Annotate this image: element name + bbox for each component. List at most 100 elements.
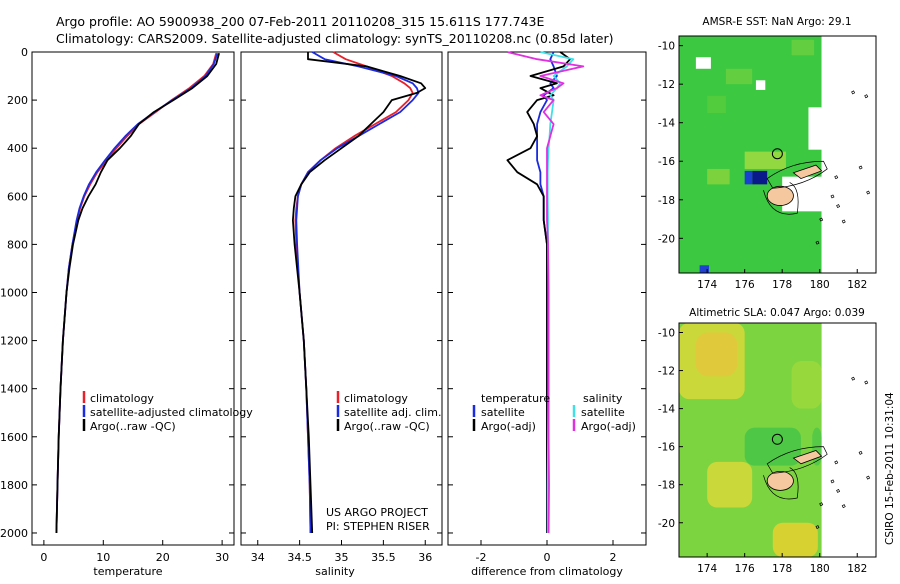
x-tick-label: -2 — [476, 551, 487, 564]
x-tick-label: 34 — [251, 551, 265, 564]
map-x-tick-label: 182 — [847, 563, 867, 575]
x-tick-label: 36 — [418, 551, 432, 564]
y-tick-label: 1600 — [0, 431, 28, 444]
map-x-tick-label: 178 — [772, 563, 792, 575]
sst-patch — [744, 151, 786, 169]
legend-label: Argo(-adj) — [481, 420, 536, 433]
sst-patch — [707, 168, 730, 185]
series-line-climatology — [294, 51, 414, 534]
x-tick-label: 35 — [335, 551, 349, 564]
map-y-tick-label: -16 — [658, 156, 675, 168]
map-y-tick-label: -12 — [658, 79, 675, 91]
map-x-tick-label: 180 — [810, 279, 830, 291]
legend-label: climatology — [344, 392, 408, 405]
map-x-tick-label: 180 — [810, 563, 830, 575]
islet — [836, 488, 841, 493]
y-tick-label: 1400 — [0, 383, 28, 396]
legend-label: Argo(..raw -QC) — [90, 420, 176, 433]
y-tick-label: 2000 — [0, 527, 28, 540]
reef-contour — [766, 446, 828, 474]
legend-label: satellite — [581, 406, 625, 419]
temperature-panel — [31, 51, 235, 546]
series-line-salinity-satellite — [540, 51, 575, 533]
legend-label: climatology — [90, 392, 154, 405]
pi-annotation: PI: STEPHEN RISER — [326, 520, 430, 533]
sla-patch — [707, 461, 753, 508]
x-tick-label: 2 — [610, 551, 617, 564]
legend-label: satellite — [481, 406, 525, 419]
legend-label: satellite-adjusted climatology — [90, 406, 253, 419]
project-annotation: US ARGO PROJECT — [326, 506, 428, 519]
map-frame — [678, 322, 877, 558]
island-vanua-levu — [792, 450, 823, 465]
islet — [851, 90, 856, 95]
y-tick-label: 1800 — [0, 479, 28, 492]
series-line-satellite-adj-clim- — [295, 51, 420, 534]
map-y-tick-label: -16 — [658, 442, 675, 454]
series-line-argo-raw-qc- — [55, 52, 220, 534]
sst-map-title: AMSR-E SST: NaN Argo: 29.1 — [702, 16, 851, 28]
island-viti-levu — [766, 470, 794, 491]
nan-gap — [821, 36, 878, 273]
islet — [815, 525, 820, 530]
series-line-satellite-adjusted-climatology — [55, 52, 219, 534]
salinity-panel — [240, 51, 443, 546]
sla-map: 174 176 178 180 182 -10 -12 -14 -16 -18 -20 — [658, 322, 877, 575]
islet — [834, 175, 839, 180]
x-tick-label: 10 — [96, 551, 110, 564]
islet — [858, 450, 863, 455]
series-line-argo-raw-qc- — [291, 52, 427, 534]
side-timestamp: CSIRO 15-Feb-2011 10:31:04 — [884, 392, 896, 545]
series-line-salinity-argo-adj- — [507, 51, 585, 534]
reef-contour — [763, 467, 799, 500]
map-y-tick-label: -12 — [658, 366, 675, 378]
temperature-xlabel: temperature — [93, 565, 162, 578]
legend-header-salinity: salinity — [583, 392, 623, 405]
legend-label: satellite adj. clim. — [344, 406, 441, 419]
map-y-tick-label: -14 — [658, 118, 675, 130]
x-tick-label: 34.5 — [287, 551, 312, 564]
x-tick-label: 35.5 — [371, 551, 396, 564]
map-y-tick-label: -10 — [658, 41, 675, 53]
island-viti-levu — [766, 185, 794, 206]
header-line1: Argo profile: AO 5900938_200 07-Feb-2011… — [56, 14, 544, 29]
x-tick-label: 30 — [215, 551, 229, 564]
map-x-tick-label: 178 — [772, 279, 792, 291]
y-tick-label: 400 — [7, 142, 28, 155]
x-tick-label: 20 — [156, 551, 170, 564]
islet — [851, 376, 856, 381]
map-y-tick-label: -20 — [658, 518, 675, 530]
float-marker — [771, 433, 783, 445]
difference-legend: temperature salinity satellite Argo(-adj… — [472, 392, 636, 433]
islet — [866, 190, 871, 195]
sst-patch — [725, 68, 753, 85]
plot-layer: 0 10 20 30020040060080010001200140016001800… — [0, 46, 646, 564]
nan-gap — [695, 57, 711, 69]
islet — [864, 380, 869, 385]
map-x-tick-label: 176 — [735, 563, 755, 575]
sla-patch — [772, 522, 818, 557]
islet — [819, 217, 824, 222]
map-y-tick-label: -18 — [658, 480, 675, 492]
difference-xlabel: difference from climatology — [471, 565, 623, 578]
map-y-tick-label: -14 — [658, 404, 675, 416]
sst-patch — [707, 95, 726, 114]
map-x-tick-label: 174 — [697, 563, 717, 575]
nan-gap — [755, 80, 766, 90]
islet — [819, 502, 824, 507]
temperature-legend: climatology satellite-adjusted climatolo… — [82, 391, 253, 433]
map-x-tick-label: 176 — [735, 279, 755, 291]
islet — [815, 240, 820, 245]
x-tick-label: 0 — [544, 551, 551, 564]
sla-patch — [791, 361, 822, 409]
salinity-xlabel: salinity — [315, 565, 355, 578]
y-tick-label: 1200 — [0, 335, 28, 348]
islet — [830, 194, 835, 199]
sla-map-title: Altimetric SLA: 0.047 Argo: 0.039 — [689, 307, 865, 319]
islet — [830, 479, 835, 484]
sst-map: 174 176 178 180 182 -10 -12 -14 -16 -18 -20 — [658, 35, 878, 291]
header-line2: Climatology: CARS2009. Satellite-adjuste… — [56, 31, 613, 46]
map-y-tick-label: -10 — [658, 328, 675, 340]
y-tick-label: 0 — [21, 46, 28, 59]
